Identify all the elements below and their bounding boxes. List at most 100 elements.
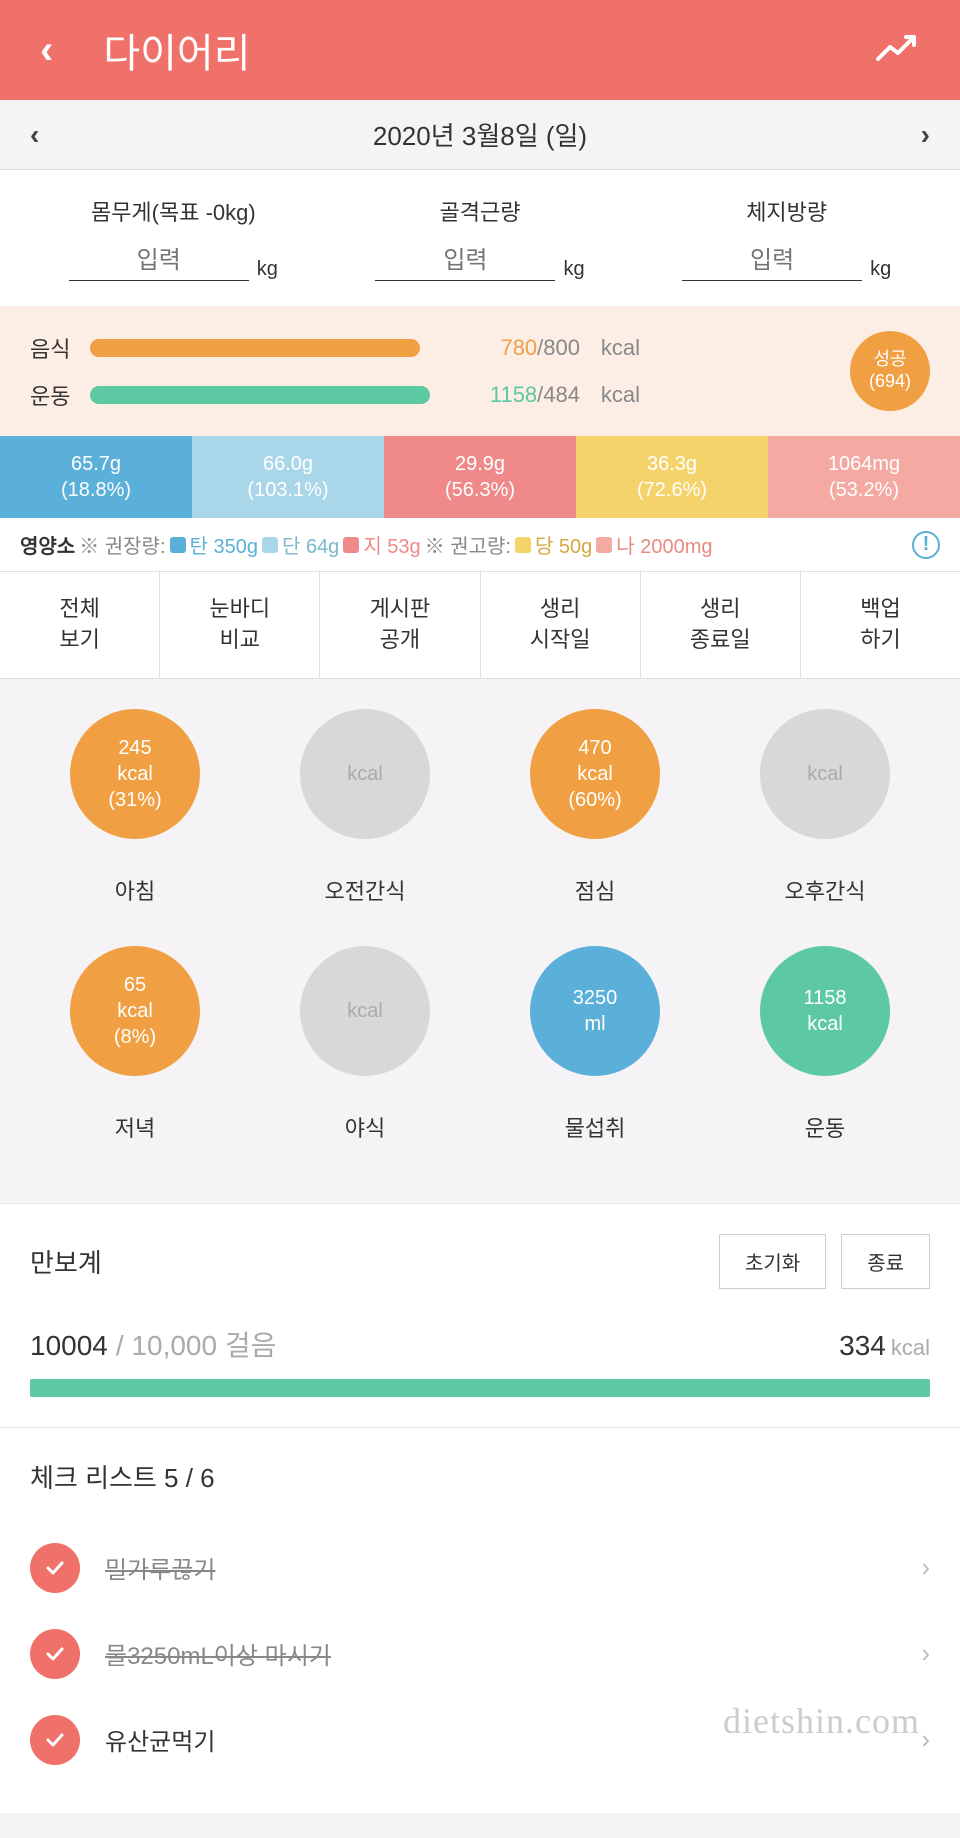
muscle-label: 골격근량 (337, 195, 624, 227)
exercise-calorie-row: 운동 1158/484 kcal (30, 379, 830, 411)
app-header: ‹ 다이어리 (0, 0, 960, 100)
food-label: 음식 (30, 332, 90, 364)
legend-title: 영양소 (20, 530, 75, 559)
action-tab[interactable]: 생리종료일 (641, 572, 801, 679)
badge-line2: (694) (869, 371, 911, 393)
action-tab[interactable]: 전체보기 (0, 572, 160, 679)
nutrient-box: 66.0g(103.1%) (192, 436, 384, 518)
step-kcal-unit: kcal (891, 1335, 930, 1361)
weight-stat: 몸무게(목표 -0kg) kg (30, 195, 317, 281)
food-current: 780 (500, 335, 537, 360)
chevron-right-icon: › (921, 1638, 930, 1669)
prev-day-button[interactable]: ‹ (30, 119, 39, 151)
exercise-total: /484 (537, 382, 580, 407)
checklist-item[interactable]: 밀가루끊기 › (30, 1525, 930, 1611)
meal-name: 점심 (575, 874, 615, 906)
fat-unit: kg (870, 258, 891, 281)
meal-cell[interactable]: 470kcal(60%) 점심 (480, 709, 710, 936)
legend-swatch (596, 537, 612, 553)
checklist-section: 체크 리스트 5 / 6 밀가루끊기 › 물3250mL이상 마시기 › 유산균먹기 › (0, 1427, 960, 1813)
legend-swatch (515, 537, 531, 553)
weight-input[interactable] (69, 247, 249, 281)
meal-circle: kcal (300, 709, 430, 839)
fat-label: 체지방량 (643, 195, 930, 227)
meal-cell[interactable]: kcal오후간식 (710, 709, 940, 936)
reset-button[interactable]: 초기화 (719, 1234, 826, 1289)
nutrient-legend: 영양소 ※ 권장량: 탄 350g 단 64g 지 53g ※ 권고량: 당 5… (0, 518, 960, 571)
step-kcal: 334 (839, 1330, 886, 1362)
check-text: 물3250mL이상 마시기 (105, 1636, 331, 1671)
meal-circle: 3250ml (530, 946, 660, 1076)
meal-circle: 245kcal(31%) (70, 709, 200, 839)
food-unit: kcal (580, 335, 640, 361)
muscle-input[interactable] (375, 247, 555, 281)
info-icon[interactable]: ! (912, 531, 940, 559)
pedometer-title: 만보계 (30, 1243, 102, 1280)
action-tab[interactable]: 게시판공개 (320, 572, 480, 679)
weight-unit: kg (257, 258, 278, 281)
back-button[interactable]: ‹ (40, 28, 53, 73)
step-current: 10004 (30, 1330, 108, 1362)
fat-stat: 체지방량 kg (643, 195, 930, 281)
exercise-current: 1158 (490, 382, 537, 407)
action-tabs: 전체보기눈바디비교게시판공개생리시작일생리종료일백업하기 (0, 571, 960, 679)
exercise-label: 운동 (30, 379, 90, 411)
food-total: /800 (537, 335, 580, 360)
end-button[interactable]: 종료 (841, 1234, 930, 1289)
legend-swatch (262, 537, 278, 553)
step-goal: / 10,000 걸음 (116, 1324, 277, 1364)
nutrient-box: 65.7g(18.8%) (0, 436, 192, 518)
weight-label: 몸무게(목표 -0kg) (30, 195, 317, 227)
chevron-right-icon: › (921, 1552, 930, 1583)
check-icon (30, 1715, 80, 1765)
action-tab[interactable]: 생리시작일 (481, 572, 641, 679)
nutrient-box: 1064mg(53.2%) (768, 436, 960, 518)
chevron-right-icon: › (921, 1724, 930, 1755)
meal-name: 운동 (805, 1111, 845, 1143)
meal-circle: 1158kcal (760, 946, 890, 1076)
meal-circle: kcal (300, 946, 430, 1076)
meal-name: 물섭취 (565, 1111, 626, 1143)
meal-name: 오후간식 (785, 874, 866, 906)
meal-cell[interactable]: kcal오전간식 (250, 709, 480, 936)
check-text: 밀가루끊기 (105, 1550, 215, 1585)
nutrient-box: 36.3g(72.6%) (576, 436, 768, 518)
muscle-unit: kg (563, 258, 584, 281)
next-day-button[interactable]: › (921, 119, 930, 151)
checklist-item[interactable]: 물3250mL이상 마시기 › (30, 1611, 930, 1697)
nutrient-box: 29.9g(56.3%) (384, 436, 576, 518)
meal-name: 아침 (115, 874, 155, 906)
legend-item: 탄 350g (190, 530, 258, 559)
exercise-unit: kcal (580, 382, 640, 408)
page-title: 다이어리 (103, 21, 250, 79)
exercise-bar (90, 386, 430, 404)
meal-cell[interactable]: 3250ml 물섭취 (480, 946, 710, 1173)
limit-label: ※ 권고량: (425, 530, 511, 559)
meal-cell[interactable]: 245kcal(31%) 아침 (20, 709, 250, 936)
food-calorie-row: 음식 780/800 kcal (30, 332, 830, 364)
legend-swatch (170, 537, 186, 553)
check-text: 유산균먹기 (105, 1722, 215, 1757)
watermark: dietshin.com (723, 1700, 920, 1742)
meal-circle: 470kcal(60%) (530, 709, 660, 839)
nutrients-bar: 65.7g(18.8%)66.0g(103.1%)29.9g(56.3%)36.… (0, 436, 960, 518)
check-icon (30, 1543, 80, 1593)
check-icon (30, 1629, 80, 1679)
legend-item: 단 64g (282, 530, 339, 559)
action-tab[interactable]: 백업하기 (801, 572, 960, 679)
action-tab[interactable]: 눈바디비교 (160, 572, 320, 679)
meal-cell[interactable]: 1158kcal 운동 (710, 946, 940, 1173)
meal-name: 야식 (345, 1111, 385, 1143)
meal-cell[interactable]: kcal 야식 (250, 946, 480, 1173)
checklist-title: 체크 리스트 5 / 6 (30, 1458, 930, 1495)
muscle-stat: 골격근량 kg (337, 195, 624, 281)
legend-item: 지 53g (363, 530, 420, 559)
legend-item: 나 2000mg (616, 530, 712, 559)
legend-swatch (343, 537, 359, 553)
trend-icon[interactable] (876, 31, 920, 70)
food-bar (90, 339, 420, 357)
fat-input[interactable] (682, 247, 862, 281)
current-date: 2020년 3월8일 (일) (373, 116, 587, 153)
meal-circle: 65kcal(8%) (70, 946, 200, 1076)
meal-cell[interactable]: 65kcal(8%)저녁 (20, 946, 250, 1173)
